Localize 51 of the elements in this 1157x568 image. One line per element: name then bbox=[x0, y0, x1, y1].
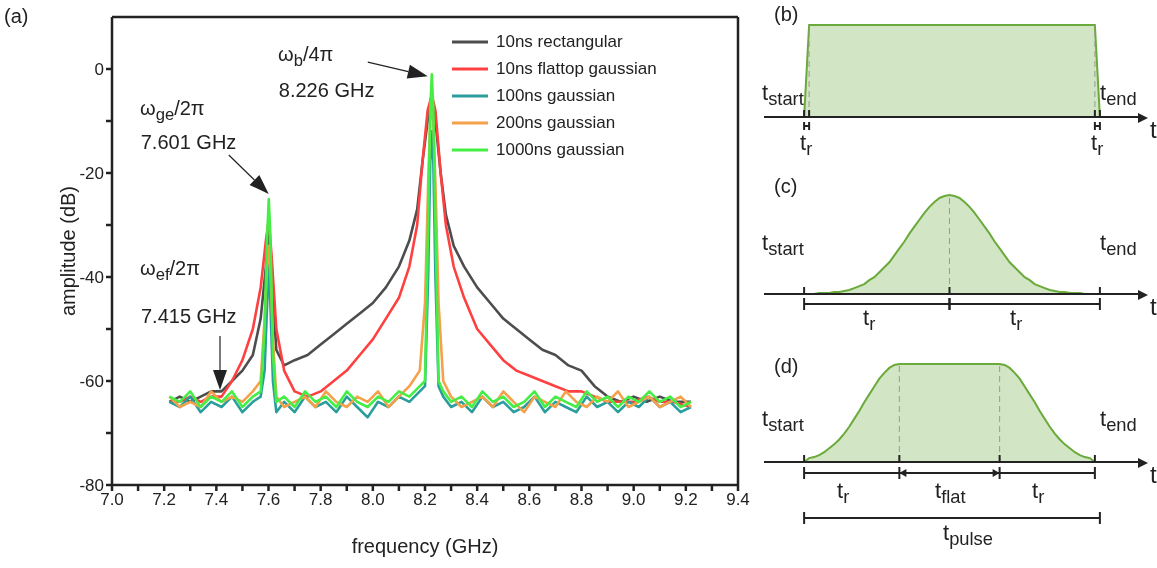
text: t$_{r}$ bbox=[1032, 478, 1045, 508]
annotation: ω$_{b}$/4π bbox=[278, 43, 334, 70]
annotation: t$_{start}$ bbox=[762, 230, 804, 260]
annotation: t$_{start}$ bbox=[762, 80, 804, 110]
y-tick-label: 0 bbox=[94, 60, 104, 80]
x-tick-label: 8.0 bbox=[361, 490, 385, 510]
x-tick-label: 7.8 bbox=[308, 490, 333, 510]
text: t$_{pulse}$ bbox=[943, 520, 993, 550]
annotation: t$_{end}$ bbox=[1100, 406, 1137, 436]
legend-label: 1000ns gaussian bbox=[496, 139, 625, 161]
x-axis-title: t bbox=[1150, 461, 1157, 488]
x-tick-label: 8.4 bbox=[465, 490, 489, 510]
annotation: ω$_{ge}$/2π bbox=[140, 97, 205, 124]
text: t$_{r}$ bbox=[863, 305, 876, 335]
x-tick-label: 7.0 bbox=[100, 490, 124, 510]
x-tick-label: 7.6 bbox=[256, 490, 281, 510]
annotation: 7.601 GHz bbox=[140, 131, 237, 153]
y-axis-title: amplitude (dB) bbox=[57, 185, 79, 317]
y-tick-label: -60 bbox=[79, 372, 104, 392]
legend-label: 10ns rectangular bbox=[496, 31, 623, 53]
chart-title: (d) bbox=[774, 355, 799, 377]
annotation: t$_{end}$ bbox=[1100, 230, 1137, 260]
x-tick-label: 9.2 bbox=[674, 490, 698, 510]
chart-title: (c) bbox=[774, 175, 798, 197]
x-tick-label: 8.2 bbox=[413, 490, 437, 510]
x-tick-label: 7.2 bbox=[152, 490, 176, 510]
x-axis-title: t bbox=[1150, 293, 1157, 320]
text: t$_{r}$ bbox=[800, 130, 813, 160]
x-tick-label: 9.4 bbox=[726, 490, 750, 510]
legend-label: 100ns gaussian bbox=[496, 85, 616, 107]
text: t$_{r}$ bbox=[1091, 130, 1104, 160]
annotation: t$_{end}$ bbox=[1100, 80, 1137, 110]
text: t$_{flat}$ bbox=[935, 478, 966, 508]
x-tick-label: 8.8 bbox=[569, 490, 594, 510]
annotation: t$_{start}$ bbox=[762, 406, 804, 436]
text: t$_{r}$ bbox=[837, 478, 850, 508]
text: t$_{r}$ bbox=[1010, 305, 1023, 335]
legend-label: 10ns flattop gaussian bbox=[496, 58, 657, 80]
annotation: ω$_{ef}$/2π bbox=[140, 257, 201, 284]
chart-title: (b) bbox=[774, 3, 799, 25]
x-tick-label: 8.6 bbox=[517, 490, 542, 510]
x-axis-title: frequency (GHz) bbox=[351, 535, 499, 557]
annotation: 8.226 GHz bbox=[278, 79, 375, 102]
chart-title: (a) bbox=[4, 5, 29, 27]
legend-label: 200ns gaussian bbox=[496, 112, 616, 134]
y-tick-label: -40 bbox=[79, 268, 104, 288]
x-tick-label: 9.0 bbox=[621, 490, 646, 510]
annotation: 7.415 GHz bbox=[141, 305, 237, 327]
x-tick-label: 7.4 bbox=[204, 490, 229, 510]
y-tick-label: -20 bbox=[79, 164, 104, 184]
x-axis-title: t bbox=[1150, 116, 1157, 143]
